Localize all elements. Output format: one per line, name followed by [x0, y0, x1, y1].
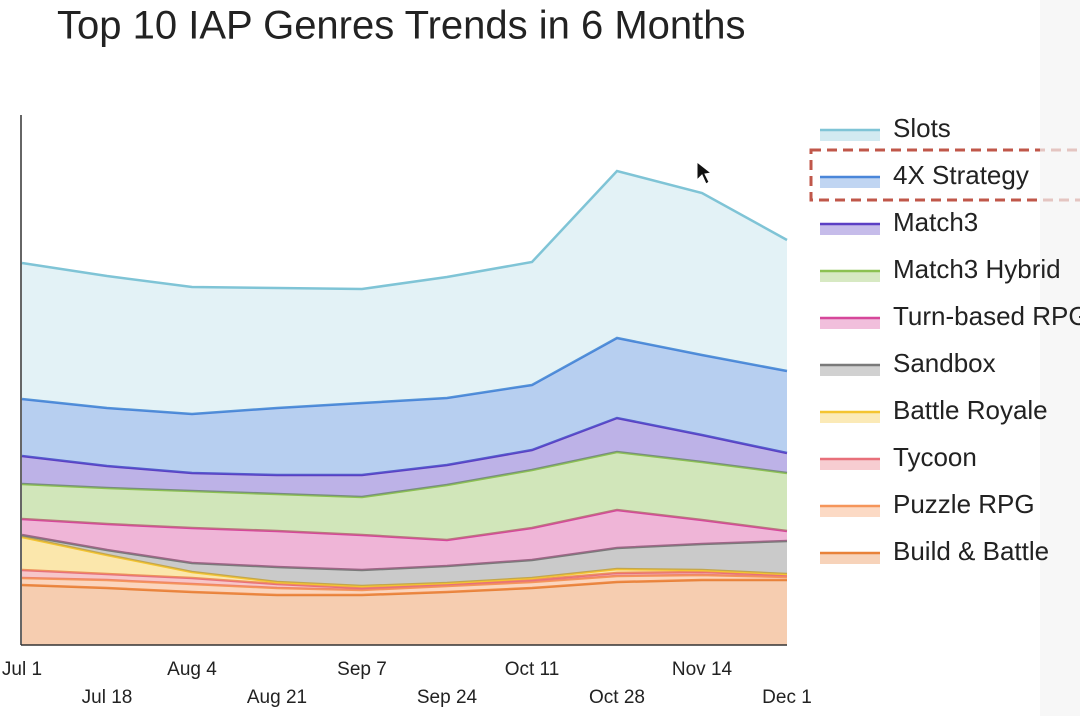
- legend-label: Match3: [893, 207, 978, 237]
- legend-label: Battle Royale: [893, 395, 1048, 425]
- legend-swatch: [820, 506, 880, 517]
- legend-label: Puzzle RPG: [893, 489, 1035, 519]
- legend-label: Turn-based RPG: [893, 301, 1080, 331]
- series-line: [21, 578, 787, 597]
- chart-title: Top 10 IAP Genres Trends in 6 Months: [57, 4, 746, 48]
- x-tick-label: Nov 14: [672, 659, 733, 680]
- legend-swatch: [820, 553, 880, 564]
- series-line: [21, 508, 788, 542]
- area: [22, 452, 787, 540]
- legend-label: Match3 Hybrid: [893, 254, 1061, 284]
- series-line: [21, 169, 788, 291]
- legend-swatch: [820, 318, 880, 329]
- x-tick-label: Jul 1: [2, 659, 42, 680]
- legend-swatch: [820, 365, 880, 376]
- legend-swatch: [820, 412, 880, 423]
- series-line: [21, 573, 788, 592]
- legend-label: Build & Battle: [893, 536, 1049, 566]
- legend-swatch: [820, 224, 880, 235]
- right-shade: [1040, 0, 1080, 716]
- x-tick-label: Dec 1: [762, 687, 812, 708]
- x-tick-label: Aug 4: [167, 659, 217, 680]
- series-line: [21, 533, 788, 572]
- area: [22, 535, 787, 586]
- area: [22, 171, 787, 414]
- area: [22, 418, 787, 497]
- legend-label: Tycoon: [893, 442, 977, 472]
- legend-label: Sandbox: [893, 348, 996, 378]
- legend-swatch: [820, 271, 880, 282]
- series-line: [21, 416, 788, 477]
- legend-label: 4X Strategy: [893, 160, 1029, 190]
- series-line: [21, 336, 788, 416]
- plot: [21, 169, 788, 645]
- area: [22, 510, 787, 570]
- x-tick-label: Oct 28: [589, 687, 645, 708]
- x-tick-label: Aug 21: [247, 687, 307, 708]
- x-tick-label: Sep 7: [337, 659, 387, 680]
- series-line: [21, 450, 788, 499]
- area: [22, 575, 787, 595]
- legend-label: Slots: [893, 113, 951, 143]
- series-line: [21, 568, 788, 590]
- legend-swatch: [820, 459, 880, 470]
- series-line: [21, 535, 788, 588]
- legend-highlight: [809, 148, 1080, 202]
- x-tick-label: Oct 11: [505, 659, 560, 680]
- legend-swatch: [820, 130, 880, 141]
- cursor: [696, 160, 713, 185]
- x-tick-label: Jul 18: [82, 687, 133, 708]
- x-tick-label: Sep 24: [417, 687, 478, 708]
- area: [22, 580, 787, 645]
- area: [22, 338, 787, 475]
- legend-swatch: [820, 177, 880, 188]
